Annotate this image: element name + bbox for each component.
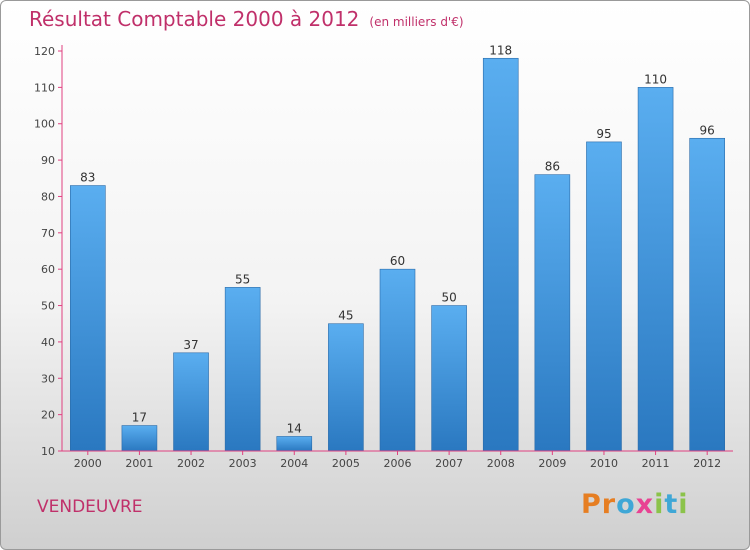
x-tick-label-2001: 2001 — [125, 457, 153, 470]
bar-2002 — [173, 352, 209, 452]
bar-2006 — [379, 268, 416, 452]
bar-2007 — [431, 305, 467, 452]
data-label-2009: 86 — [545, 160, 560, 174]
bar-2001 — [121, 425, 158, 452]
bar-2010 — [586, 141, 622, 452]
proxiti-logo: Proxiti — [581, 489, 689, 520]
y-tick-label-10: 10 — [41, 445, 55, 458]
data-label-2005: 45 — [338, 309, 353, 323]
y-tick-label-90: 90 — [41, 154, 55, 167]
x-tick-label-2000: 2000 — [74, 457, 102, 470]
data-label-2010: 95 — [596, 127, 611, 141]
commune-name: VENDEUVRE — [37, 497, 143, 517]
bar-2003 — [224, 287, 261, 452]
data-label-2001: 17 — [132, 411, 147, 425]
data-label-2008: 118 — [489, 43, 512, 57]
chart-subtitle: (en milliers d'€) — [369, 15, 464, 29]
data-label-2006: 60 — [390, 254, 405, 268]
bar-2004 — [276, 436, 313, 452]
x-tick-label-2009: 2009 — [538, 457, 566, 470]
y-tick-label-20: 20 — [41, 409, 55, 422]
x-tick-label-2002: 2002 — [177, 457, 205, 470]
bar-2008 — [482, 57, 519, 452]
y-tick-label-120: 120 — [34, 45, 55, 58]
data-label-2011: 110 — [644, 72, 667, 86]
bar-2011 — [637, 87, 674, 452]
data-label-2007: 50 — [441, 291, 456, 305]
x-tick-label-2004: 2004 — [280, 457, 308, 470]
y-tick-label-80: 80 — [41, 190, 55, 203]
data-label-2000: 83 — [80, 171, 95, 185]
x-tick-label-2008: 2008 — [487, 457, 515, 470]
x-tick-label-2006: 2006 — [384, 457, 412, 470]
data-label-2003: 55 — [235, 272, 250, 286]
y-tick-label-70: 70 — [41, 227, 55, 240]
y-tick-label-50: 50 — [41, 300, 55, 313]
x-tick-label-2011: 2011 — [642, 457, 670, 470]
y-tick-label-110: 110 — [34, 81, 55, 94]
y-tick-label-40: 40 — [41, 336, 55, 349]
bar-2009 — [534, 174, 571, 452]
x-tick-label-2003: 2003 — [229, 457, 257, 470]
bar-2005 — [328, 323, 364, 452]
y-tick-label-30: 30 — [41, 372, 55, 385]
x-tick-label-2007: 2007 — [435, 457, 463, 470]
chart-title: Résultat Comptable 2000 à 2012 (en millie… — [29, 7, 464, 31]
data-label-2002: 37 — [183, 338, 198, 352]
chart-title-text: Résultat Comptable 2000 à 2012 — [29, 7, 360, 31]
y-tick-label-100: 100 — [34, 118, 55, 131]
bar-2000 — [70, 185, 106, 452]
bar-2012 — [689, 137, 725, 452]
x-tick-label-2012: 2012 — [693, 457, 721, 470]
data-label-2004: 14 — [287, 421, 302, 435]
data-label-2012: 96 — [700, 123, 715, 137]
x-tick-label-2010: 2010 — [590, 457, 618, 470]
x-tick-label-2005: 2005 — [332, 457, 360, 470]
y-tick-label-60: 60 — [41, 263, 55, 276]
